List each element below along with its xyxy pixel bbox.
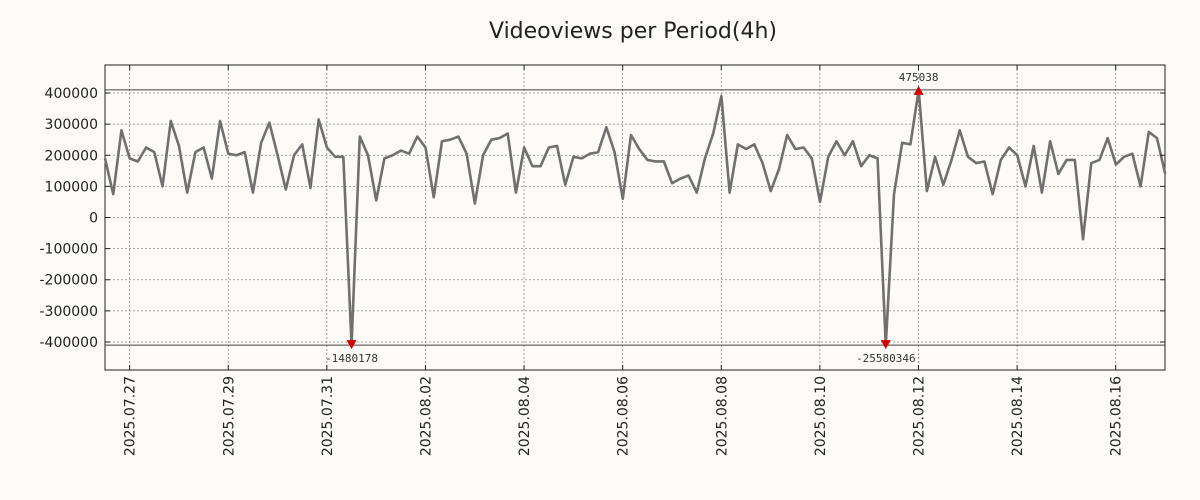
- annotation-label-min: -25580346: [856, 352, 916, 365]
- x-tick-label: 2025.07.29: [221, 376, 237, 456]
- annotation-marker-max: [913, 85, 924, 95]
- y-tick-label: -400000: [40, 335, 99, 351]
- x-tick-label: 2025.07.31: [320, 376, 336, 456]
- x-tick-label: 2025.08.06: [616, 376, 632, 456]
- y-tick-label: -100000: [40, 242, 99, 258]
- x-tick-label: 2025.08.14: [1010, 376, 1026, 456]
- y-tick-label: 400000: [45, 86, 98, 102]
- x-tick-label: 2025.08.10: [813, 376, 829, 456]
- annotation-label-min: -1480178: [325, 352, 378, 365]
- clip-lines: [105, 89, 1165, 346]
- y-tick-label: -300000: [40, 304, 99, 320]
- grid: [105, 65, 1165, 370]
- series-group: [103, 88, 1167, 347]
- x-axis: 2025.07.27 2025.07.29 2025.07.31 2025.08.02…: [123, 65, 1125, 456]
- y-tick-label: 100000: [45, 179, 98, 195]
- y-axis: 400000 300000 200000 100000 0 -100000 -200000 -…: [40, 86, 1165, 351]
- x-tick-label: 2025.08.12: [911, 376, 927, 456]
- chart-title: Videoviews per Period(4h): [489, 19, 777, 44]
- x-tick-label: 2025.08.04: [517, 376, 533, 456]
- y-tick-label: -200000: [40, 273, 99, 289]
- annotation-marker-min: [880, 340, 891, 350]
- x-tick-label: 2025.08.02: [418, 376, 434, 456]
- y-tick-label: 200000: [45, 148, 98, 164]
- annotation-marker-min: [346, 340, 357, 350]
- x-tick-label: 2025.08.08: [714, 376, 730, 456]
- y-tick-label: 0: [89, 211, 98, 227]
- x-tick-label: 2025.08.16: [1109, 376, 1125, 456]
- annotation-label-max: 475038: [899, 71, 939, 84]
- series-line-videoviews: [103, 88, 1167, 347]
- annotation-markers: 475038 -1480178 -25580346: [325, 71, 938, 365]
- y-tick-label: 300000: [45, 117, 98, 133]
- x-tick-label: 2025.07.27: [123, 376, 139, 456]
